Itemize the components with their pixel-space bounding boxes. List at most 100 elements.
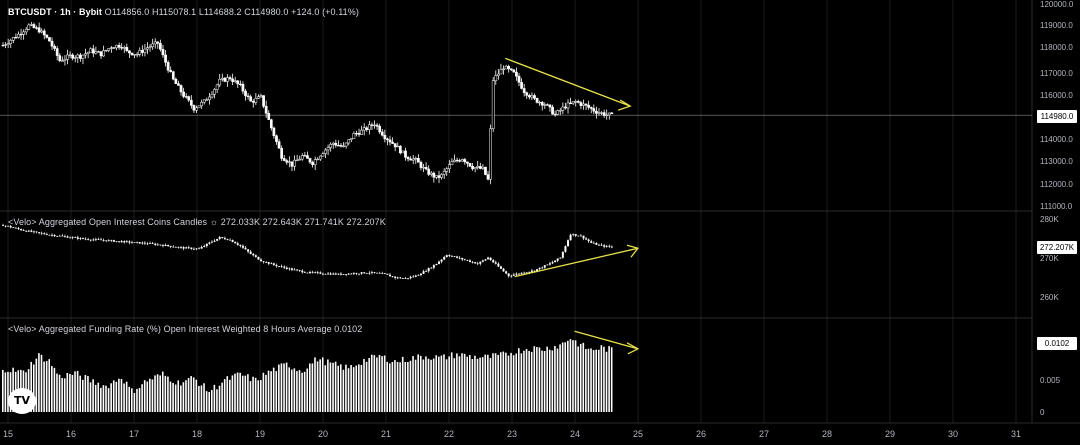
price-candle-body bbox=[259, 95, 263, 97]
oi-candle-body bbox=[419, 273, 422, 276]
price-candle-body bbox=[267, 113, 271, 120]
price-candle-body bbox=[509, 68, 513, 71]
price-candle-body bbox=[576, 101, 580, 103]
funding-bar bbox=[231, 375, 234, 412]
funding-bar bbox=[603, 346, 605, 412]
oi-candle-body bbox=[497, 263, 500, 267]
oi-candle-body bbox=[290, 268, 293, 270]
funding-bar bbox=[479, 357, 481, 412]
oi-candle-body bbox=[161, 245, 164, 246]
price-candle-body bbox=[14, 37, 18, 39]
price-candle-body bbox=[535, 98, 539, 103]
funding-bar bbox=[38, 353, 40, 412]
oi-candle-body bbox=[432, 265, 435, 268]
price-candle-body bbox=[200, 101, 204, 107]
price-candle-body bbox=[417, 157, 420, 163]
oi-trendline-arrow[interactable] bbox=[514, 247, 639, 278]
oi-candle-body bbox=[7, 225, 10, 227]
oi-candle-body bbox=[481, 260, 484, 262]
price-candle-body bbox=[50, 40, 54, 47]
funding-bar bbox=[430, 359, 432, 412]
oi-candle-body bbox=[381, 273, 384, 275]
oi-candle-body bbox=[71, 237, 74, 238]
time-tick-label: 24 bbox=[570, 429, 580, 439]
oi-candle-body bbox=[118, 241, 121, 242]
funding-indicator-title[interactable]: <Velo> Aggregated Funding Rate (%) Open … bbox=[8, 324, 363, 334]
price-candle-body bbox=[365, 127, 369, 130]
funding-bar bbox=[53, 367, 56, 412]
price-candle-body bbox=[86, 51, 90, 54]
oi-candle-body bbox=[533, 270, 536, 272]
funding-bar bbox=[533, 346, 536, 412]
price-candle-body bbox=[6, 43, 10, 45]
price-candle-body bbox=[169, 69, 173, 72]
oi-candle-body bbox=[61, 235, 64, 237]
funding-bar bbox=[311, 363, 314, 412]
oi-candle-body bbox=[572, 234, 575, 235]
oi-candle-body bbox=[63, 236, 66, 237]
visibility-icon[interactable]: ☼ bbox=[209, 217, 219, 227]
oi-candle-body bbox=[149, 243, 152, 244]
oi-candle-body bbox=[574, 234, 577, 236]
price-candle-body bbox=[48, 37, 51, 42]
price-candle-body bbox=[153, 41, 157, 45]
price-candle-body bbox=[68, 54, 72, 56]
price-candle-body bbox=[561, 106, 565, 111]
funding-bar bbox=[241, 375, 244, 412]
funding-bar bbox=[556, 348, 559, 412]
oi-candle-body bbox=[247, 249, 250, 252]
funding-bar bbox=[314, 357, 316, 412]
oi-candle-body bbox=[427, 268, 430, 272]
price-candle-body bbox=[589, 107, 593, 109]
price-candle-body bbox=[97, 51, 100, 53]
oi-indicator-title[interactable]: <Velo> Aggregated Open Interest Coins Ca… bbox=[8, 217, 208, 227]
price-candle-body bbox=[458, 160, 462, 162]
price-tick-label: 119000.0 bbox=[1040, 21, 1073, 30]
funding-bar bbox=[275, 371, 278, 412]
funding-bar bbox=[595, 349, 597, 412]
oi-candle-body bbox=[440, 259, 443, 262]
funding-bar bbox=[118, 378, 120, 412]
funding-bar bbox=[141, 384, 143, 412]
price-arrowhead bbox=[617, 99, 632, 111]
funding-bar bbox=[448, 356, 450, 412]
oi-candle-body bbox=[610, 246, 613, 248]
price-candle-body bbox=[104, 49, 108, 52]
oi-candle-body bbox=[505, 271, 508, 274]
oi-candle-body bbox=[352, 273, 355, 274]
funding-bar bbox=[587, 348, 590, 412]
oi-candle-body bbox=[267, 262, 270, 264]
oi-candle-body bbox=[151, 243, 154, 244]
oi-candle-body bbox=[53, 234, 56, 237]
time-tick-label: 23 bbox=[507, 429, 517, 439]
funding-bar bbox=[249, 381, 252, 412]
funding-bar bbox=[218, 385, 221, 412]
funding-bar bbox=[74, 371, 76, 412]
oi-candle-body bbox=[334, 273, 337, 275]
tradingview-logo-icon[interactable]: TV bbox=[8, 388, 36, 414]
oi-candle-body bbox=[97, 239, 100, 240]
symbol-label[interactable]: BTCUSDT · 1h · Bybit bbox=[8, 7, 102, 17]
price-trendline-arrow[interactable] bbox=[504, 57, 631, 107]
price-candle-body bbox=[499, 69, 503, 75]
oi-candle-body bbox=[324, 273, 327, 275]
price-candle-body bbox=[117, 44, 121, 48]
price-candle-body bbox=[228, 77, 232, 80]
oi-candle-body bbox=[487, 257, 490, 260]
funding-bar bbox=[332, 362, 334, 412]
oi-candle-body bbox=[146, 243, 149, 245]
funding-bar bbox=[358, 364, 360, 412]
funding-bar bbox=[376, 357, 378, 412]
price-candle-body bbox=[220, 77, 224, 80]
funding-bar bbox=[280, 363, 283, 412]
price-candle-body bbox=[427, 168, 431, 175]
price-legend: BTCUSDT · 1h · Bybit O114856.0 H115078.1… bbox=[8, 7, 359, 17]
funding-bar bbox=[551, 350, 554, 412]
funding-trendline-arrow[interactable] bbox=[574, 330, 639, 350]
price-candle-body bbox=[174, 78, 178, 84]
funding-bar bbox=[610, 347, 613, 412]
price-candle-body bbox=[122, 47, 126, 49]
price-candle-body bbox=[592, 108, 596, 112]
